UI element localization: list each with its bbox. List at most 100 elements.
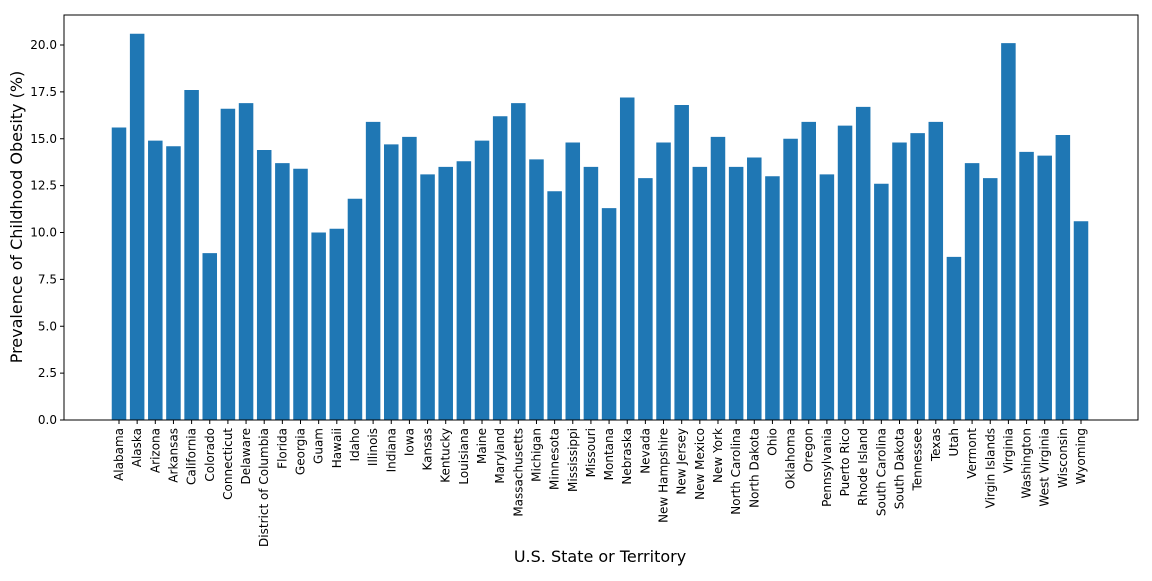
x-tick-label: Ohio xyxy=(765,428,779,456)
x-tick-label: Florida xyxy=(275,428,289,469)
bar xyxy=(910,133,925,421)
y-tick-label: 15.0 xyxy=(30,132,57,146)
bar xyxy=(892,142,907,420)
x-tick-label: Michigan xyxy=(529,428,543,482)
x-tick-label: Hawaii xyxy=(330,428,344,468)
bar xyxy=(202,253,218,421)
bar xyxy=(365,121,381,421)
bar xyxy=(293,168,308,420)
x-tick-label: South Dakota xyxy=(892,428,906,509)
bar xyxy=(837,125,853,420)
x-tick-label: Pennsylvania xyxy=(820,428,834,507)
x-tick-label: New York xyxy=(711,428,725,483)
plot-frame xyxy=(63,14,1139,421)
x-tick-label: Oregon xyxy=(802,428,816,472)
y-tick-label: 12.5 xyxy=(30,179,57,193)
bar xyxy=(384,144,399,420)
bar xyxy=(111,127,127,420)
bar xyxy=(129,33,145,420)
bar xyxy=(783,138,798,420)
bar xyxy=(1055,135,1071,420)
bar xyxy=(674,105,689,420)
bar xyxy=(819,174,835,420)
bar xyxy=(256,150,272,420)
x-tick-label: West Virginia xyxy=(1038,428,1052,507)
y-tick-label: 5.0 xyxy=(38,319,57,333)
bar xyxy=(511,103,526,420)
x-tick-label: Nebraska xyxy=(620,428,634,485)
bar xyxy=(1019,151,1034,421)
bar xyxy=(1037,155,1052,420)
x-tick-label: Arkansas xyxy=(166,428,180,483)
x-tick-label: Guam xyxy=(312,428,326,464)
bar xyxy=(874,183,889,420)
x-tick-label: Maryland xyxy=(493,428,507,484)
x-tick-label: Virgin Islands xyxy=(983,428,997,508)
x-tick-label: Minnesota xyxy=(548,428,562,490)
x-tick-label: California xyxy=(185,428,199,485)
bar xyxy=(692,166,708,421)
y-tick-label: 17.5 xyxy=(30,85,57,99)
bar xyxy=(801,121,816,421)
bar xyxy=(311,232,326,420)
x-tick-label: Rhode Island xyxy=(856,428,870,506)
bar xyxy=(220,108,236,420)
x-tick-label: Delaware xyxy=(239,428,253,485)
x-tick-label: Texas xyxy=(929,428,943,462)
bar xyxy=(347,198,363,420)
bar xyxy=(855,106,871,420)
x-tick-label: Georgia xyxy=(294,428,308,475)
x-tick-label: Massachusetts xyxy=(511,428,525,517)
bar xyxy=(456,161,472,420)
bar xyxy=(583,166,599,421)
x-tick-label: Tennessee xyxy=(911,428,925,492)
bar xyxy=(619,97,635,420)
x-tick-label: Puerto Rico xyxy=(838,428,852,496)
bar xyxy=(946,256,962,421)
x-tick-label: Maine xyxy=(475,428,489,464)
bars-group xyxy=(111,33,1089,421)
bar xyxy=(765,176,780,420)
x-tick-label: Vermont xyxy=(965,428,979,479)
x-tick-label: Illinois xyxy=(366,428,380,466)
bar xyxy=(1001,43,1016,421)
x-tick-label: Nevada xyxy=(638,428,652,474)
bar xyxy=(148,140,163,421)
bar xyxy=(329,228,345,420)
bar xyxy=(728,166,744,421)
bar xyxy=(474,140,490,421)
bar xyxy=(275,163,290,421)
x-axis: Alabama Alaska Arizona Arkansas California Co… xyxy=(112,420,1088,547)
y-axis: 0.0 2.5 5.0 7.5 10.0 12.5 15.0 17.5 20.0 xyxy=(30,38,64,427)
x-tick-label: Missouri xyxy=(584,428,598,477)
bar xyxy=(928,121,944,421)
bar xyxy=(747,157,762,420)
bar xyxy=(420,174,435,420)
x-tick-label: Louisiana xyxy=(457,428,471,485)
x-tick-label: Indiana xyxy=(384,428,398,472)
x-tick-label: New Jersey xyxy=(675,428,689,495)
bar xyxy=(529,159,544,421)
x-tick-label: New Mexico xyxy=(693,428,707,500)
x-tick-label: Montana xyxy=(602,428,616,480)
bar xyxy=(238,103,254,420)
bar xyxy=(492,116,508,420)
bar xyxy=(166,146,181,420)
x-tick-label: Wyoming xyxy=(1074,428,1088,484)
x-tick-label: District of Columbia xyxy=(257,428,271,547)
bar xyxy=(1073,221,1089,420)
x-tick-label: Virginia xyxy=(1001,428,1015,473)
x-tick-label: Connecticut xyxy=(221,428,235,500)
x-tick-label: Washington xyxy=(1020,428,1034,499)
bar xyxy=(656,142,671,420)
bar xyxy=(964,163,980,421)
bar xyxy=(565,142,581,420)
x-tick-label: Oklahoma xyxy=(784,428,798,489)
bar xyxy=(402,136,417,420)
x-tick-label: South Carolina xyxy=(874,428,888,516)
x-tick-label: Kansas xyxy=(421,428,435,470)
bar xyxy=(710,136,726,420)
bar xyxy=(184,90,199,420)
